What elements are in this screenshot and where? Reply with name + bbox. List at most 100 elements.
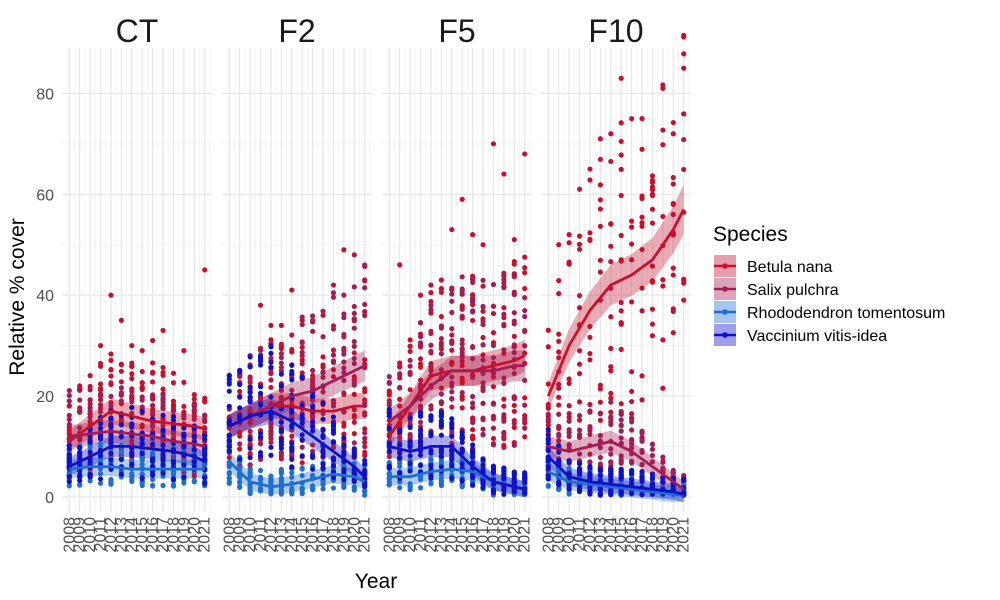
data-point xyxy=(299,444,305,450)
data-point xyxy=(681,477,687,483)
data-point xyxy=(202,267,208,273)
data-point xyxy=(386,411,392,417)
data-point xyxy=(449,404,455,410)
data-point xyxy=(87,418,93,424)
data-point xyxy=(108,380,114,386)
data-point xyxy=(278,470,284,477)
data-point xyxy=(362,301,368,308)
data-point xyxy=(511,237,517,243)
data-point xyxy=(629,458,635,464)
data-point xyxy=(608,477,614,483)
data-point xyxy=(226,381,232,387)
data-point xyxy=(237,394,243,400)
data-point xyxy=(150,441,156,448)
data-point xyxy=(191,392,197,398)
data-point xyxy=(407,453,413,459)
x-tick-label: 2020 xyxy=(506,517,523,553)
data-point xyxy=(289,456,295,462)
data-point xyxy=(118,422,124,428)
data-point xyxy=(438,385,444,391)
data-point xyxy=(397,396,403,402)
data-point xyxy=(522,402,528,408)
data-point xyxy=(438,472,444,478)
data-point xyxy=(237,369,243,375)
data-point xyxy=(618,428,624,434)
data-point xyxy=(428,413,434,419)
data-point xyxy=(66,416,72,423)
data-point xyxy=(247,462,253,468)
y-tick-label: 80 xyxy=(36,86,54,103)
data-point xyxy=(566,414,572,420)
data-point xyxy=(129,389,135,395)
data-point xyxy=(459,405,465,411)
data-point xyxy=(341,423,347,429)
data-point xyxy=(608,487,614,493)
data-point xyxy=(362,461,368,467)
x-axis-f10: 2008200920102011201220132014201520162017… xyxy=(540,517,692,553)
trend-line xyxy=(228,409,366,478)
trend-line xyxy=(388,364,525,423)
data-point xyxy=(330,347,337,353)
data-point xyxy=(66,455,72,461)
data-point xyxy=(299,375,305,381)
data-point xyxy=(629,427,635,433)
x-tick-label: 2012 xyxy=(582,517,599,553)
data-point xyxy=(397,371,403,377)
data-point xyxy=(470,419,476,426)
data-point xyxy=(639,285,645,291)
data-point xyxy=(257,390,264,396)
data-point xyxy=(247,397,253,404)
data-point xyxy=(257,467,264,474)
data-point xyxy=(470,393,476,400)
data-point xyxy=(618,308,624,314)
x-tick-label: 2021 xyxy=(517,517,534,553)
data-point xyxy=(118,456,124,463)
data-point xyxy=(587,491,593,497)
data-point xyxy=(299,485,305,491)
data-point xyxy=(257,356,264,362)
data-point xyxy=(310,319,316,325)
data-point xyxy=(66,398,72,404)
data-point xyxy=(160,412,166,418)
data-point xyxy=(608,158,614,165)
data-point xyxy=(459,354,465,360)
data-point xyxy=(226,464,232,470)
data-point xyxy=(501,311,507,317)
x-tick-label: 2021 xyxy=(197,517,214,553)
data-point xyxy=(597,269,603,275)
data-point xyxy=(407,369,413,376)
data-point xyxy=(108,422,114,428)
data-point xyxy=(289,332,295,338)
data-point xyxy=(247,454,253,461)
data-point xyxy=(268,412,274,418)
data-point xyxy=(449,396,455,402)
data-point xyxy=(289,362,295,368)
data-point xyxy=(362,263,368,269)
data-point xyxy=(268,428,274,434)
x-tick-label: 2016 xyxy=(305,517,322,553)
data-point xyxy=(480,462,486,468)
data-point xyxy=(490,425,497,431)
data-point xyxy=(278,450,284,456)
x-tick-label: 2011 xyxy=(253,517,270,552)
data-point xyxy=(87,387,93,393)
data-point xyxy=(449,425,455,431)
data-point xyxy=(87,401,93,407)
data-point xyxy=(257,488,264,494)
data-point xyxy=(649,452,656,459)
data-point xyxy=(160,482,166,489)
data-point xyxy=(97,470,104,477)
data-point xyxy=(139,440,145,446)
data-point xyxy=(566,427,572,433)
data-point xyxy=(118,391,124,397)
data-point xyxy=(407,348,413,355)
data-point xyxy=(66,479,72,485)
data-point xyxy=(310,328,316,334)
data-point xyxy=(310,442,316,448)
x-tick-label: 2017 xyxy=(155,517,172,553)
data-point xyxy=(237,429,243,436)
data-point xyxy=(237,483,243,489)
data-point xyxy=(160,327,166,334)
data-point xyxy=(670,201,676,208)
data-point xyxy=(362,426,368,432)
